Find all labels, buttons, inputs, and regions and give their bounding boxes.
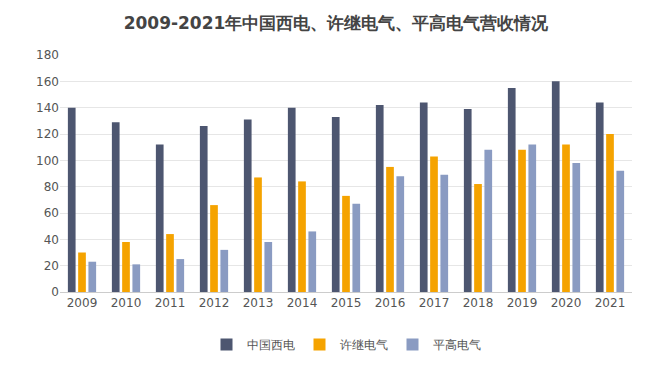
- svg-text:平高电气: 平高电气: [433, 338, 481, 352]
- svg-text:中国西电: 中国西电: [247, 338, 295, 352]
- svg-text:40: 40: [44, 233, 59, 247]
- svg-text:2021: 2021: [595, 296, 626, 310]
- svg-text:2017: 2017: [419, 296, 450, 310]
- svg-text:180: 180: [36, 48, 59, 62]
- svg-text:2013: 2013: [243, 296, 274, 310]
- svg-text:120: 120: [36, 127, 59, 141]
- svg-text:2010: 2010: [111, 296, 142, 310]
- svg-text:2009-2021年中国西电、许继电气、平高电气营收情况: 2009-2021年中国西电、许继电气、平高电气营收情况: [124, 13, 550, 33]
- svg-text:2009: 2009: [67, 296, 98, 310]
- svg-text:100: 100: [36, 154, 59, 168]
- svg-text:2011: 2011: [155, 296, 186, 310]
- svg-text:60: 60: [44, 206, 59, 220]
- svg-text:2012: 2012: [199, 296, 230, 310]
- svg-text:2016: 2016: [375, 296, 406, 310]
- svg-text:80: 80: [44, 180, 59, 194]
- svg-text:2019: 2019: [507, 296, 538, 310]
- svg-text:0: 0: [51, 285, 59, 299]
- svg-text:2018: 2018: [463, 296, 494, 310]
- svg-text:20: 20: [44, 259, 59, 273]
- svg-text:许继电气: 许继电气: [340, 338, 388, 352]
- svg-text:140: 140: [36, 101, 59, 115]
- svg-text:2020: 2020: [551, 296, 582, 310]
- svg-text:160: 160: [36, 75, 59, 89]
- svg-text:2014: 2014: [287, 296, 318, 310]
- svg-text:2015: 2015: [331, 296, 362, 310]
